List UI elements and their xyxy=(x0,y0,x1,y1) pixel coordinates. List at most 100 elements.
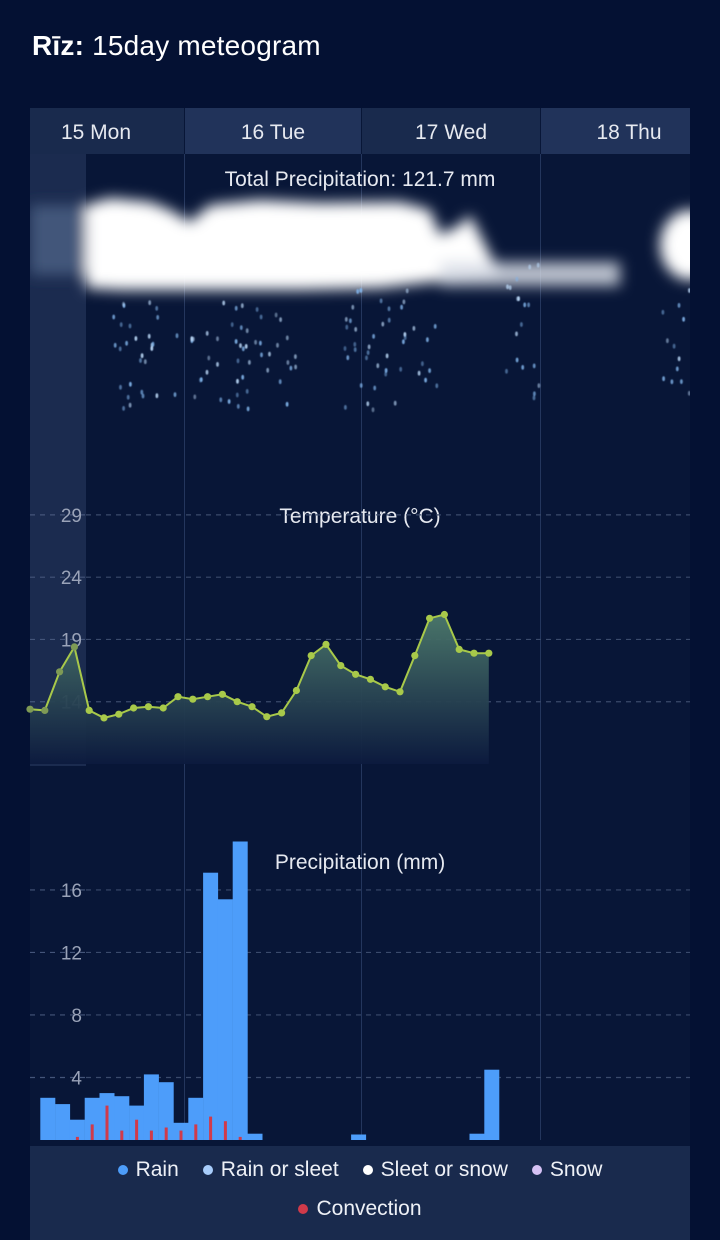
rain-drop xyxy=(150,346,154,351)
precip-bar-convection xyxy=(149,1130,153,1140)
rain-drop xyxy=(139,358,142,363)
temp-point xyxy=(204,693,212,701)
rain-drop xyxy=(359,288,363,293)
legend-snow-label: Snow xyxy=(549,1158,603,1181)
rain-drop xyxy=(274,312,278,318)
rain-drop xyxy=(344,405,347,410)
temp-tick-label: 24 xyxy=(61,568,83,589)
day-label-tue: 16 Tue xyxy=(241,121,305,144)
temp-point xyxy=(189,695,197,703)
rain-drop xyxy=(207,355,211,361)
temp-point xyxy=(144,703,152,711)
precip-bar-convection xyxy=(238,1136,242,1140)
rain-drop xyxy=(129,381,132,387)
rain-drop xyxy=(260,352,263,358)
rain-drops xyxy=(112,262,690,413)
rain-drop xyxy=(366,350,370,355)
rain-drop xyxy=(515,357,519,363)
rain-drop xyxy=(147,333,151,339)
legend-snow[interactable]: Snow xyxy=(531,1158,603,1182)
rain-drop xyxy=(236,404,240,409)
temp-point xyxy=(263,713,271,721)
precip-bar-rain xyxy=(203,872,219,1140)
rain-drop xyxy=(537,383,541,388)
precip-bar-rain xyxy=(217,899,233,1140)
rain-drop xyxy=(294,354,297,359)
rain-drop xyxy=(259,314,263,320)
temp-point xyxy=(115,710,123,718)
rain-drop xyxy=(112,314,116,320)
rain-drop xyxy=(421,361,424,367)
rain-drop xyxy=(285,335,289,341)
temp-point xyxy=(426,614,434,622)
rain-drop xyxy=(219,397,223,403)
precip-bar-convection xyxy=(120,1130,124,1140)
rain-drop xyxy=(515,331,518,337)
temp-point xyxy=(233,698,241,706)
legend-sleet-or-snow[interactable]: Sleet or snow xyxy=(362,1158,508,1182)
rain-drop xyxy=(688,288,690,293)
rain-drop xyxy=(235,392,239,398)
rain-drop xyxy=(533,391,536,397)
rain-drop xyxy=(521,365,525,370)
rain-drop xyxy=(140,353,144,359)
legend-convection[interactable]: Convection xyxy=(298,1197,422,1221)
precip-bar-convection xyxy=(135,1119,139,1140)
rain-drop xyxy=(128,323,132,329)
legend-rain-or-sleet[interactable]: Rain or sleet xyxy=(202,1158,339,1182)
rain-drop xyxy=(677,356,681,362)
temp-point xyxy=(56,668,64,676)
rain-drop xyxy=(230,322,234,327)
rain-drop xyxy=(193,394,197,400)
day-label-wed: 17 Wed xyxy=(415,121,487,144)
temp-point xyxy=(307,652,315,660)
rain-drop xyxy=(227,399,231,404)
rain-drop xyxy=(677,303,681,308)
chart-legend: Rain Rain or sleet Sleet or snow Snow Co… xyxy=(30,1146,690,1240)
rain-drop xyxy=(428,368,431,373)
rain-drop xyxy=(399,366,403,372)
temp-point xyxy=(485,649,493,657)
temp-point xyxy=(174,693,182,701)
rain-drop xyxy=(433,324,437,329)
precip-bar-convection xyxy=(105,1105,109,1140)
rain-swatch xyxy=(117,1165,128,1175)
rain-drop xyxy=(175,333,179,339)
rain-drop xyxy=(366,401,370,407)
rain-drop xyxy=(672,343,676,349)
temp-point xyxy=(352,670,360,678)
rain-drop xyxy=(393,400,397,406)
rain-drop xyxy=(387,306,391,312)
meteogram-chart: 15 Mon 16 Tue 17 Wed 18 Thu Total Precip… xyxy=(26,108,690,1140)
convection-swatch xyxy=(298,1204,309,1214)
rain-drop xyxy=(367,344,371,350)
precip-bar-rain xyxy=(351,1134,367,1140)
rain-drop xyxy=(536,262,540,268)
rain-drop xyxy=(372,334,375,339)
precip-bar-convection xyxy=(223,1121,227,1140)
precip-bar-convection xyxy=(194,1124,198,1140)
rain-drop xyxy=(371,407,375,413)
rain-drop xyxy=(661,309,665,315)
precip-bar-rain xyxy=(247,1133,263,1140)
rain-drop xyxy=(122,301,125,307)
legend-sleet-or-snow-label: Sleet or snow xyxy=(380,1158,508,1181)
rain-drop xyxy=(532,363,536,369)
legend-rain[interactable]: Rain xyxy=(117,1158,179,1182)
precip-bar-rain xyxy=(158,1082,174,1140)
rain-drop xyxy=(405,288,409,294)
rain-drop xyxy=(205,331,209,336)
rain-drop xyxy=(353,347,357,352)
rain-drop xyxy=(384,368,388,373)
precip-tick-label: 16 xyxy=(61,881,82,902)
rain-drop xyxy=(403,335,407,340)
temp-point xyxy=(440,610,448,619)
rain-drop xyxy=(155,393,159,399)
rain-drop xyxy=(119,384,122,390)
rain-drop xyxy=(662,376,665,382)
rain-drop xyxy=(216,336,219,342)
precip-bar-rain xyxy=(114,1096,130,1140)
legend-rain-label: Rain xyxy=(135,1158,179,1181)
rain-drop xyxy=(344,317,348,322)
snow-swatch xyxy=(531,1165,542,1175)
